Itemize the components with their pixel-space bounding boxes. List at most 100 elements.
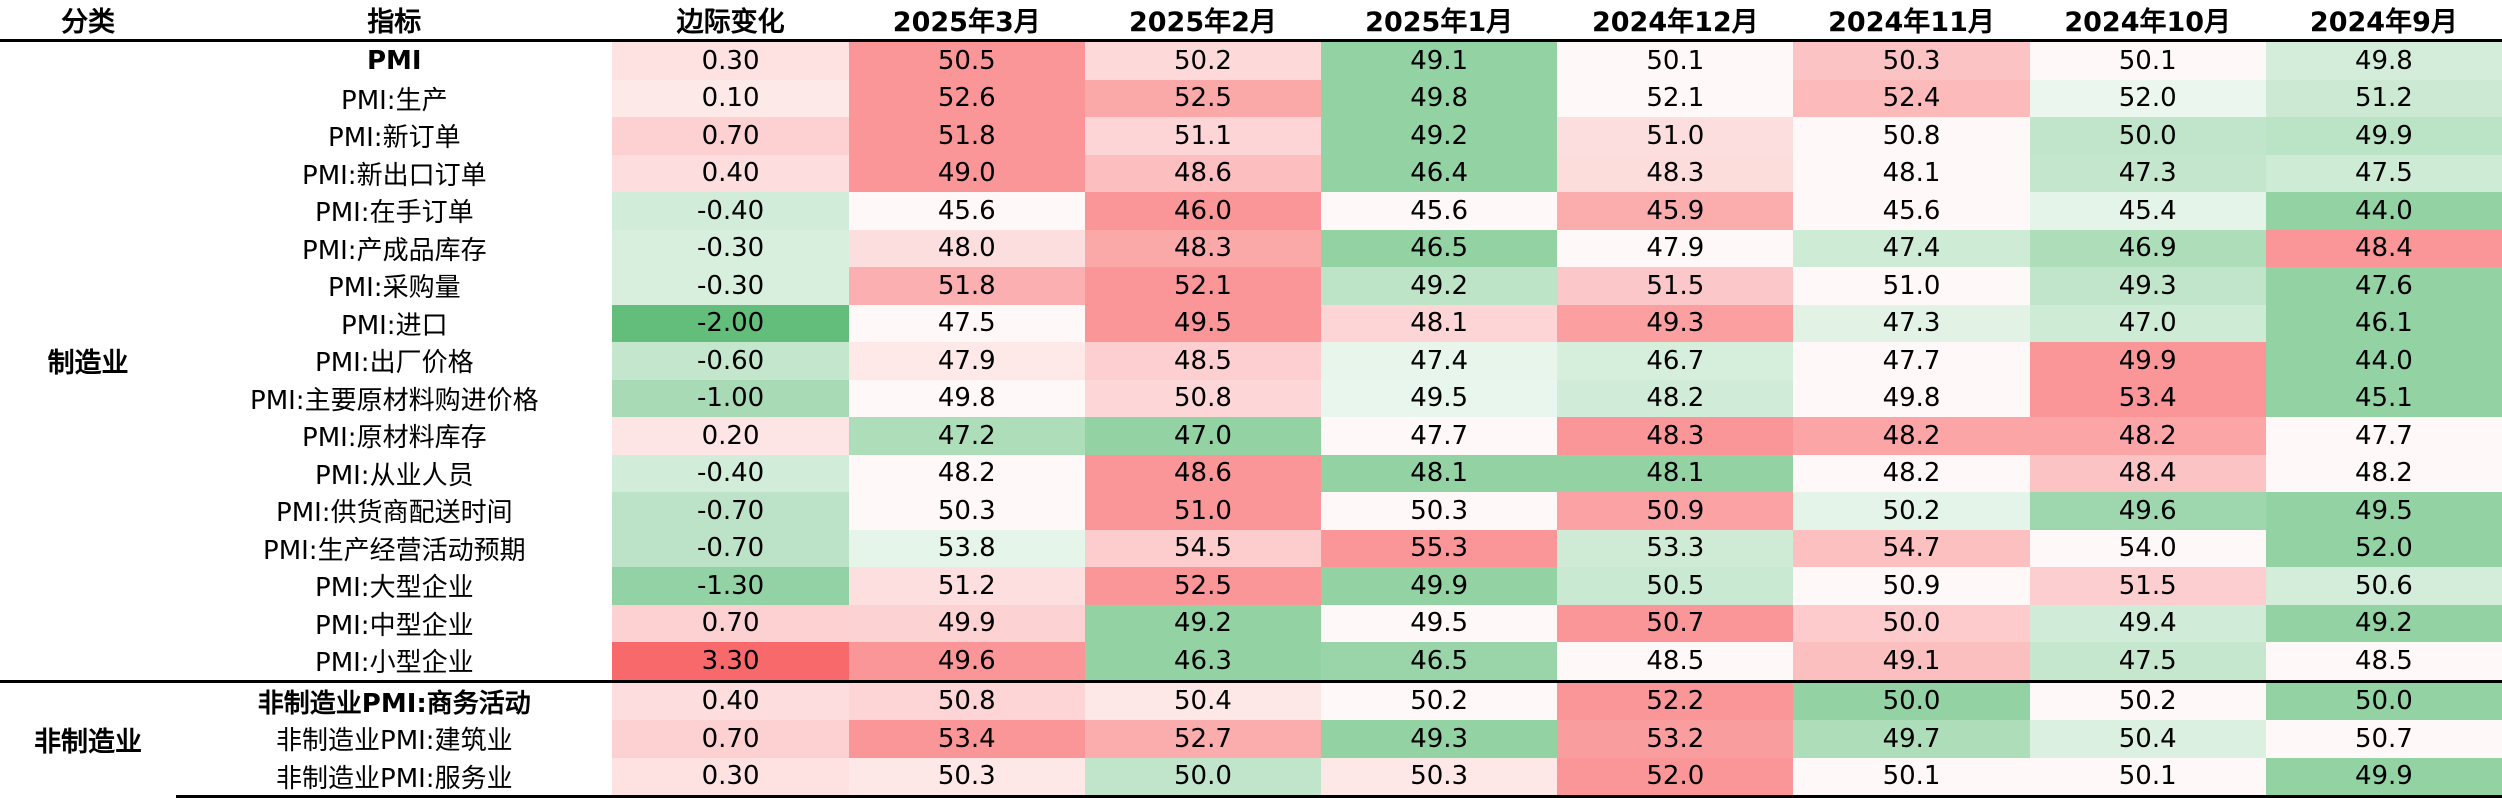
marginal-change-cell: 0.40 [612, 679, 849, 720]
value-cell: 48.1 [1321, 454, 1558, 492]
indicator-label: PMI:在手订单 [315, 198, 474, 229]
value-cell: 50.1 [1793, 757, 2030, 798]
table-row: PMI:小型企业 3.30 49.6 46.3 46.5 48.5 49.1 47.5 48.5 [0, 642, 2502, 681]
table-row: PMI:生产 0.10 52.6 52.5 49.8 52.1 52.4 52.0 51.2 [0, 79, 2502, 117]
table-row: PMI:产成品库存 -0.30 48.0 48.3 46.5 47.9 47.4 46.9 48… [0, 229, 2502, 267]
value-cell: 47.5 [2029, 642, 2266, 681]
value-cell: 48.2 [1793, 417, 2030, 455]
table-row: PMI:从业人员 -0.40 48.2 48.6 48.1 48.1 48.2 48.4 48.… [0, 454, 2502, 492]
value-cell: 44.0 [2265, 192, 2502, 230]
indicator-label: PMI:产成品库存 [302, 235, 487, 266]
value-cell: 50.7 [1557, 604, 1794, 642]
table-row: 非制造业PMI:服务业 0.30 50.3 50.0 50.3 52.0 50.1 50.1 4… [0, 757, 2502, 798]
value-cell: 48.2 [848, 454, 1085, 492]
table-body: 制造业 PMI 0.30 50.5 50.2 49.1 50.1 50.3 50.1 49.8 PM… [0, 40, 2502, 798]
value-cell: 48.5 [2265, 642, 2502, 681]
value-cell: 54.7 [1793, 529, 2030, 567]
value-cell: 45.1 [2265, 379, 2502, 417]
value-cell: 50.8 [1793, 117, 2030, 155]
value-cell: 51.5 [1557, 267, 1794, 305]
indicator-label: 非制造业PMI:建筑业 [276, 726, 513, 757]
value-cell: 49.8 [1321, 79, 1558, 117]
value-cell: 52.4 [1793, 79, 2030, 117]
value-cell: 50.5 [1557, 567, 1794, 605]
value-cell: 49.3 [1321, 720, 1558, 758]
value-cell: 49.0 [848, 154, 1085, 192]
value-cell: 46.5 [1321, 229, 1558, 267]
value-cell: 50.3 [848, 492, 1085, 530]
table-row: 制造业 PMI 0.30 50.5 50.2 49.1 50.1 50.3 50.1 49.8 [0, 40, 2502, 379]
value-cell: 50.0 [2265, 679, 2502, 720]
value-cell: 49.6 [2029, 492, 2266, 530]
value-cell: 50.3 [1793, 40, 2030, 80]
value-cell: 48.1 [1793, 154, 2030, 192]
value-cell: 47.6 [2265, 267, 2502, 305]
indicator-label: PMI:新订单 [328, 123, 461, 154]
value-cell: 46.9 [2029, 229, 2266, 267]
indicator-label: PMI:主要原材料购进价格 [250, 385, 539, 416]
value-cell: 50.0 [1793, 604, 2030, 642]
header-month: 2025年3月 [848, 0, 1085, 42]
value-cell: 49.8 [1793, 379, 2030, 417]
value-cell: 51.8 [848, 117, 1085, 155]
value-cell: 48.2 [2265, 454, 2502, 492]
table-row: PMI:采购量 -0.30 51.8 52.1 49.2 51.5 51.0 49.3 47.6 [0, 267, 2502, 305]
value-cell: 46.4 [1321, 154, 1558, 192]
marginal-change-cell: 3.30 [612, 642, 849, 681]
header-month: 2024年12月 [1557, 0, 1794, 42]
value-cell: 54.5 [1084, 529, 1322, 567]
value-cell: 47.0 [2029, 304, 2266, 342]
table-row: PMI:进口 -2.00 47.5 49.5 48.1 49.3 47.3 47.0 46.1 [0, 304, 2502, 342]
value-cell: 47.3 [2029, 154, 2266, 192]
value-cell: 49.2 [1084, 604, 1322, 642]
value-cell: 51.5 [2029, 567, 2266, 605]
value-cell: 52.0 [2265, 529, 2502, 567]
marginal-change-cell: 0.70 [612, 720, 849, 758]
marginal-change-cell: -1.00 [612, 379, 849, 417]
value-cell: 47.7 [1793, 342, 2030, 380]
value-cell: 46.0 [1084, 192, 1322, 230]
value-cell: 51.0 [1793, 267, 2030, 305]
value-cell: 47.2 [848, 417, 1085, 455]
header-month: 2024年9月 [2265, 0, 2502, 42]
value-cell: 48.1 [1557, 454, 1794, 492]
value-cell: 48.6 [1084, 154, 1322, 192]
table-row: PMI:供货商配送时间 -0.70 50.3 51.0 50.3 50.9 50.2 49.6… [0, 492, 2502, 530]
indicator-label: PMI:原材料库存 [302, 423, 487, 454]
value-cell: 53.8 [848, 529, 1085, 567]
value-cell: 48.6 [1084, 454, 1322, 492]
value-cell: 50.4 [2029, 720, 2266, 758]
table-row: PMI:原材料库存 0.20 47.2 47.0 47.7 48.3 48.2 48.2 47.… [0, 417, 2502, 455]
table-row: PMI:中型企业 0.70 49.9 49.2 49.5 50.7 50.0 49.4 49.2 [0, 604, 2502, 642]
value-cell: 53.4 [848, 720, 1085, 758]
value-cell: 52.1 [1557, 79, 1794, 117]
indicator-label: PMI:供货商配送时间 [276, 498, 513, 529]
value-cell: 47.0 [1084, 417, 1322, 455]
header-month: 2025年1月 [1321, 0, 1558, 42]
value-cell: 52.6 [848, 79, 1085, 117]
value-cell: 50.2 [1793, 492, 2030, 530]
value-cell: 48.4 [2265, 229, 2502, 267]
value-cell: 50.2 [2029, 679, 2266, 720]
value-cell: 50.6 [2265, 567, 2502, 605]
value-cell: 51.0 [1557, 117, 1794, 155]
value-cell: 46.7 [1557, 342, 1794, 380]
marginal-change-cell: -0.60 [612, 342, 849, 380]
value-cell: 50.8 [848, 679, 1085, 720]
value-cell: 50.0 [1084, 757, 1322, 798]
indicator-label: PMI:从业人员 [315, 460, 474, 491]
table-row: PMI:新订单 0.70 51.8 51.1 49.2 51.0 50.8 50.0 49.9 [0, 117, 2502, 155]
header-month: 2025年2月 [1084, 0, 1322, 42]
value-cell: 47.9 [1557, 229, 1794, 267]
indicator-label: PMI:大型企业 [315, 573, 474, 604]
value-cell: 50.3 [1321, 757, 1558, 798]
marginal-change-cell: 0.20 [612, 417, 849, 455]
value-cell: 44.0 [2265, 342, 2502, 380]
value-cell: 50.5 [848, 40, 1085, 80]
value-cell: 50.1 [1557, 40, 1794, 80]
indicator-label: 非制造业PMI:服务业 [176, 757, 613, 798]
marginal-change-cell: 0.30 [612, 757, 849, 798]
value-cell: 48.3 [1557, 417, 1794, 455]
value-cell: 51.2 [848, 567, 1085, 605]
